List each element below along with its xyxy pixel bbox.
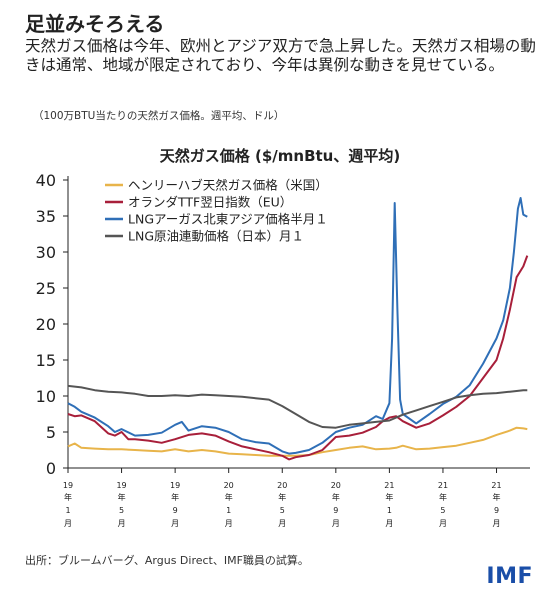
- y-tick-label: 25: [36, 279, 56, 298]
- x-tick-label: 1: [226, 506, 231, 515]
- x-tick-label: 20: [331, 481, 341, 490]
- x-tick-label: 月: [493, 519, 501, 528]
- y-tick-label: 0: [46, 459, 56, 478]
- y-tick-label: 20: [36, 315, 56, 334]
- x-tick-label: 9: [494, 506, 499, 515]
- x-tick-label: 21: [491, 481, 501, 490]
- x-tick-label: 19: [116, 481, 126, 490]
- series-line-3: [67, 197, 528, 455]
- x-tick-label: 月: [118, 519, 126, 528]
- x-tick-label: 21: [438, 481, 448, 490]
- legend-label-1: ヘンリーハブ天然ガス価格（米国）: [128, 178, 328, 193]
- page-title: 足並みそろえる: [25, 12, 165, 36]
- x-tick-label: 5: [119, 506, 124, 515]
- x-tick-label: 月: [278, 519, 286, 528]
- y-tick-label: 15: [36, 351, 56, 370]
- x-tick-label: 年: [64, 492, 72, 502]
- x-tick-label: 年: [493, 492, 501, 502]
- y-tick-label: 40: [36, 171, 56, 190]
- x-tick-label: 年: [225, 492, 233, 502]
- x-tick-label: 20: [224, 481, 234, 490]
- unit-note: （100万BTU当たりの天然ガス価格。週平均、ドル）: [33, 110, 285, 122]
- y-tick-label: 5: [46, 423, 56, 442]
- x-tick-label: 1: [65, 506, 70, 515]
- x-tick-label: 1: [387, 506, 392, 515]
- x-tick-label: 月: [385, 519, 393, 528]
- x-tick-label: 9: [173, 506, 178, 515]
- x-tick-label: 月: [64, 519, 72, 528]
- x-tick-label: 年: [385, 492, 393, 502]
- x-tick-label: 月: [171, 519, 179, 528]
- x-tick-label: 年: [171, 492, 179, 502]
- imf-logo: IMF: [486, 564, 533, 589]
- x-tick-label: 年: [332, 492, 340, 502]
- x-tick-label: 5: [280, 506, 285, 515]
- legend-label-4: LNG原油連動価格（日本）月１: [128, 229, 304, 244]
- y-tick-label: 10: [36, 387, 56, 406]
- y-tick-label: 35: [36, 207, 56, 226]
- legend-label-3: LNGアーガス北東アジア価格半月１: [128, 212, 328, 227]
- x-tick-label: 月: [332, 519, 340, 528]
- x-tick-label: 19: [63, 481, 73, 490]
- source-note: 出所：ブルームバーグ、Argus Direct、IMF職員の試算。: [25, 554, 309, 567]
- x-tick-label: 19: [170, 481, 180, 490]
- x-tick-label: 20: [277, 481, 287, 490]
- x-tick-label: 年: [278, 492, 286, 502]
- x-tick-label: 9: [333, 506, 338, 515]
- x-tick-label: 年: [439, 492, 447, 502]
- x-tick-label: 月: [225, 519, 233, 528]
- y-tick-label: 30: [36, 243, 56, 262]
- series-line-4: [67, 384, 528, 429]
- x-tick-label: 21: [384, 481, 394, 490]
- x-tick-label: 5: [440, 506, 445, 515]
- lead-paragraph: 天然ガス価格は今年、欧州とアジア双方で急上昇した。天然ガス相場の動きは通常、地域…: [25, 37, 536, 74]
- x-tick-label: 月: [439, 519, 447, 528]
- chart-title: 天然ガス価格 ($/mnBtu、週平均): [159, 147, 401, 165]
- legend-label-2: オランダTTF翌日指数（EU）: [128, 195, 292, 210]
- x-tick-label: 年: [118, 492, 126, 502]
- series-line-2: [67, 255, 529, 461]
